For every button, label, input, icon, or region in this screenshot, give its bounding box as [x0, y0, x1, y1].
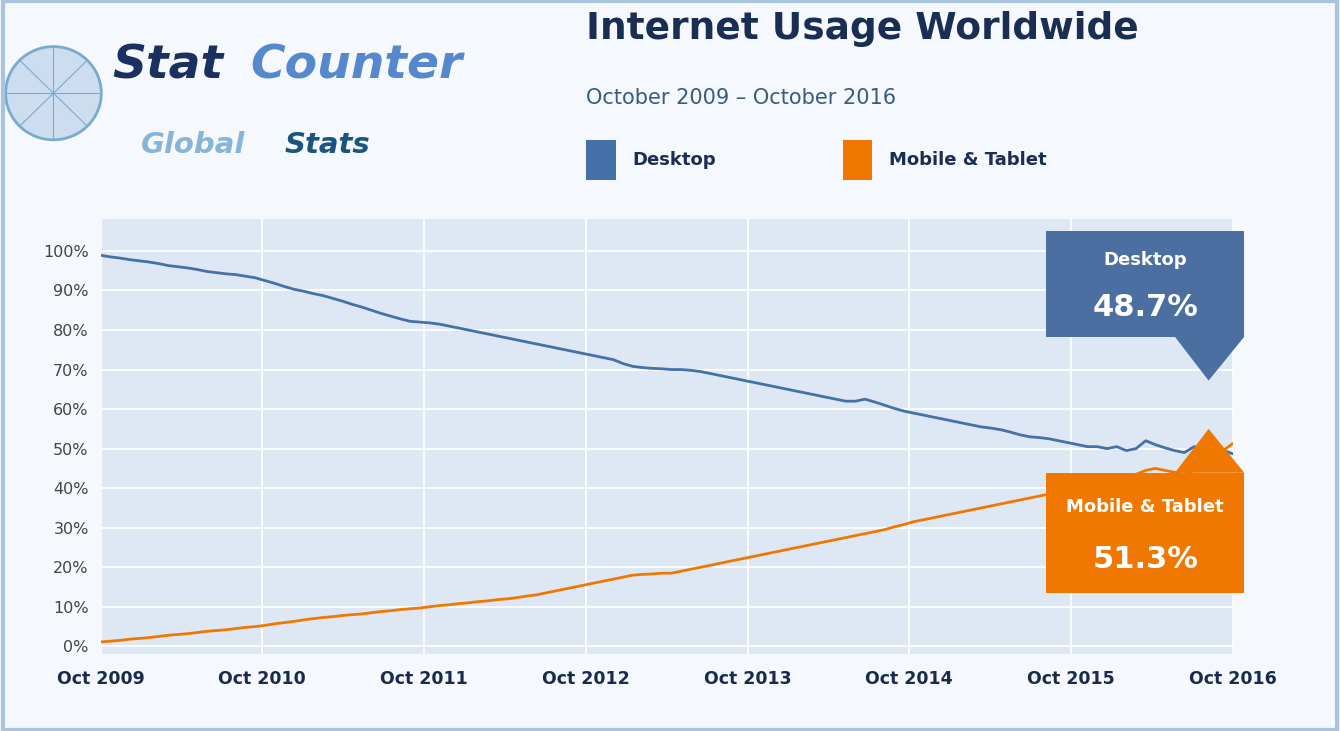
- Text: Desktop: Desktop: [632, 151, 717, 169]
- Polygon shape: [1175, 337, 1245, 381]
- FancyBboxPatch shape: [1047, 473, 1245, 594]
- Text: Global: Global: [141, 132, 245, 159]
- FancyBboxPatch shape: [586, 140, 615, 180]
- Text: Desktop: Desktop: [1103, 251, 1187, 270]
- Text: Counter: Counter: [251, 43, 462, 88]
- Text: 51.3%: 51.3%: [1092, 545, 1198, 574]
- Text: October 2009 – October 2016: October 2009 – October 2016: [586, 88, 896, 107]
- Polygon shape: [1175, 429, 1245, 473]
- FancyBboxPatch shape: [843, 140, 872, 180]
- FancyBboxPatch shape: [1047, 231, 1245, 337]
- Text: Mobile & Tablet: Mobile & Tablet: [1067, 498, 1223, 515]
- Text: Stat: Stat: [113, 43, 224, 88]
- Text: Internet Usage Worldwide: Internet Usage Worldwide: [586, 11, 1139, 47]
- Text: Stats: Stats: [284, 132, 370, 159]
- Text: Mobile & Tablet: Mobile & Tablet: [890, 151, 1047, 169]
- Circle shape: [5, 47, 102, 140]
- Text: 48.7%: 48.7%: [1092, 292, 1198, 322]
